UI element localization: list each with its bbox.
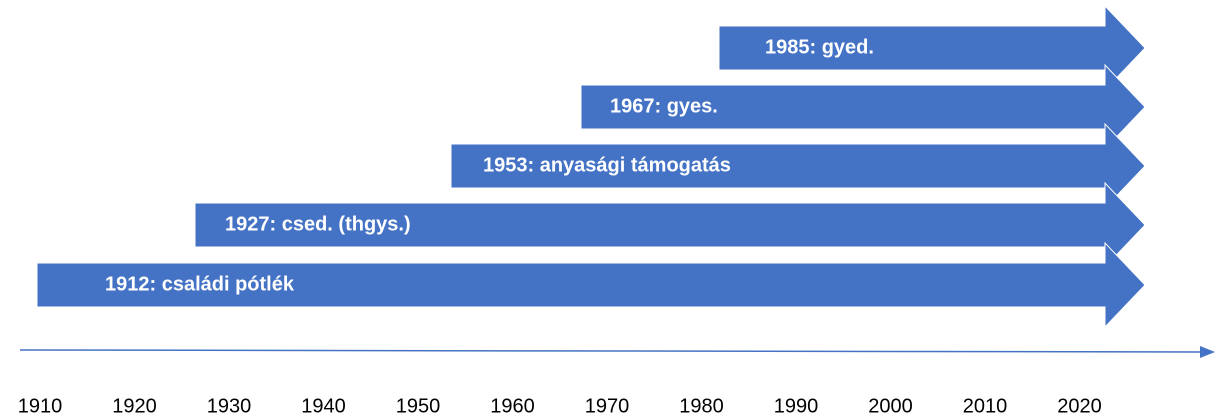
axis-label: 2010 bbox=[963, 395, 1008, 417]
arrow bbox=[194, 181, 1146, 269]
arrow bbox=[450, 122, 1146, 210]
arrow-label: 1927: csed. (thgys.) bbox=[225, 213, 411, 235]
axis-line bbox=[19, 349, 1204, 353]
axis-label: 2000 bbox=[868, 395, 913, 417]
axis-label: 1930 bbox=[207, 395, 252, 417]
axis-label: 1940 bbox=[301, 395, 346, 417]
axis-labels: 1910 1920 1930 1940 1950 1960 1970 1980 1990 2000… bbox=[18, 395, 1102, 417]
arrow bbox=[718, 4, 1146, 92]
axis-label: 1910 bbox=[18, 395, 63, 417]
axis-label: 1970 bbox=[585, 395, 630, 417]
arrow-label: 1967: gyes. bbox=[610, 95, 718, 117]
arrow-label: 1985: gyed. bbox=[765, 36, 874, 58]
axis-label: 1950 bbox=[396, 395, 441, 417]
axis-label: 1960 bbox=[490, 395, 535, 417]
arrow-label: 1912: családi pótlék bbox=[105, 273, 295, 295]
arrow-label: 1953: anyasági támogatás bbox=[483, 154, 731, 176]
axis-label: 2020 bbox=[1057, 395, 1102, 417]
arrow bbox=[36, 241, 1146, 329]
arrow bbox=[580, 63, 1146, 151]
arrows: 1985: gyed. 1967: gyes. 1953: anyasági tám… bbox=[36, 4, 1146, 329]
axis-arrowhead bbox=[1200, 346, 1215, 358]
axis-label: 1920 bbox=[112, 395, 157, 417]
axis-label: 1980 bbox=[679, 395, 724, 417]
axis-label: 1990 bbox=[774, 395, 819, 417]
